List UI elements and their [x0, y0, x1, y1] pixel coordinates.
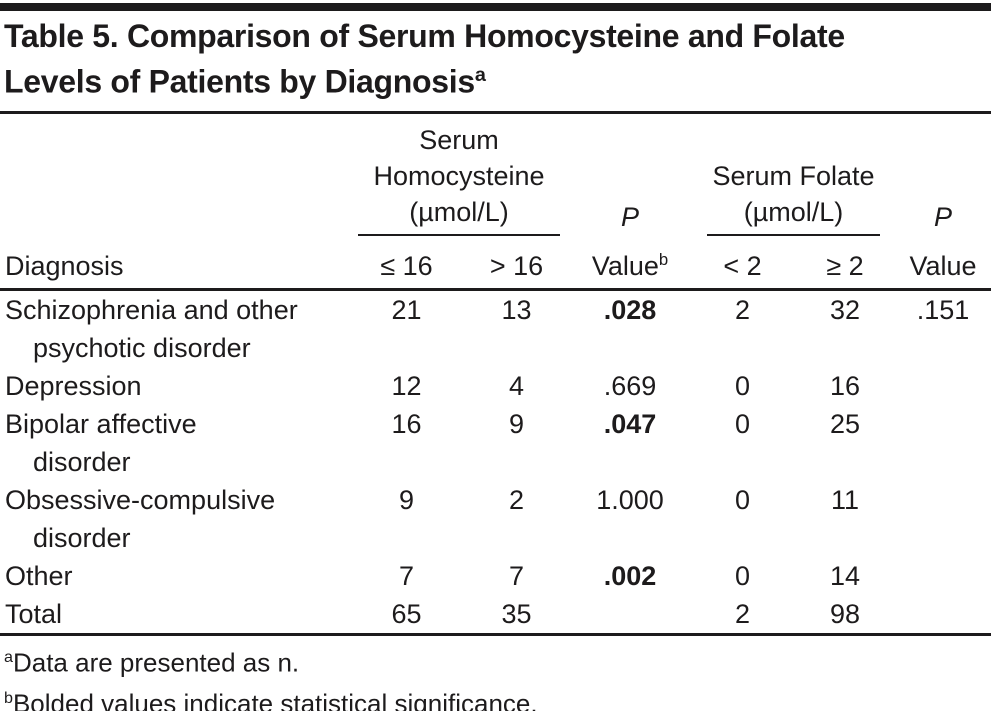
cell-folate-lt2: 2 — [734, 294, 751, 325]
cell-folate-lt2: 0 — [734, 408, 751, 439]
table-title: Table 5. Comparison of Serum Homocystein… — [0, 11, 991, 111]
table-row-total: Total 65 35 2 98 — [0, 595, 991, 633]
p-value-footnote-marker: b — [658, 249, 669, 269]
cell-diagnosis: Obsessive-compulsive disorder — [5, 484, 276, 553]
footnote-rule — [0, 632, 991, 636]
table-row: Bipolar affective disorder 16 9 .047 0 2… — [0, 405, 991, 481]
cell-homocysteine-le16: 12 — [391, 370, 422, 401]
comparison-table: Diagnosis Serum Homocysteine (µmol/L) P … — [0, 114, 991, 288]
column-header-p-symbol-folate: P — [934, 201, 953, 232]
title-rule — [0, 110, 991, 114]
column-header-p-value-homocysteine: Valueb — [591, 249, 669, 281]
column-header-homocysteine-le16: ≤ 16 — [380, 250, 433, 281]
cell-folate-lt2: 2 — [734, 598, 751, 629]
cell-homocysteine-le16: 16 — [391, 408, 422, 439]
column-group-serum-homocysteine: Serum Homocysteine (µmol/L) — [350, 114, 570, 236]
cell-folate-ge2: 11 — [830, 484, 860, 515]
cell-p-value-folate — [895, 367, 991, 405]
cell-folate-ge2: 98 — [829, 598, 861, 629]
cell-p-value-homocysteine — [570, 595, 690, 633]
cell-p-value-homocysteine: .047 — [603, 408, 657, 439]
column-group-serum-folate: Serum Folate (µmol/L) — [690, 114, 895, 236]
cell-homocysteine-gt16: 35 — [501, 598, 532, 629]
cell-p-value-folate — [895, 405, 991, 481]
table-row: Other 7 7 .002 0 14 — [0, 557, 991, 595]
cell-homocysteine-le16: 9 — [398, 484, 415, 515]
cell-diagnosis: Total — [5, 598, 63, 629]
cell-homocysteine-gt16: 9 — [508, 408, 525, 439]
table-footnotes: aData are presented as n. bBolded values… — [0, 636, 991, 711]
cell-homocysteine-le16: 21 — [391, 294, 422, 325]
column-header-folate-ge2: ≥ 2 — [826, 250, 864, 281]
table-row: Schizophrenia and other psychotic disord… — [0, 291, 991, 367]
cell-folate-ge2: 25 — [829, 408, 861, 439]
cell-p-value-homocysteine: .028 — [603, 294, 657, 325]
table-title-line2: Levels of Patients by Diagnosisa — [4, 63, 486, 100]
cell-folate-ge2: 14 — [829, 560, 861, 591]
cell-p-value-folate — [895, 595, 991, 633]
cell-homocysteine-gt16: 13 — [501, 294, 532, 325]
column-header-homocysteine-gt16: > 16 — [489, 250, 544, 281]
table-header: Diagnosis Serum Homocysteine (µmol/L) P … — [0, 114, 991, 288]
footnote-a-marker: a — [4, 647, 13, 666]
cell-homocysteine-le16: 65 — [391, 598, 422, 629]
top-rule-bar — [0, 3, 991, 11]
serum-homocysteine-spanner: Serum Homocysteine (µmol/L) — [358, 122, 561, 236]
cell-diagnosis: Other — [5, 560, 73, 591]
footnote-b: bBolded values indicate statistical sign… — [4, 688, 538, 711]
footnote-b-marker: b — [4, 689, 13, 708]
title-footnote-marker: a — [474, 64, 486, 86]
table-title-line1: Table 5. Comparison of Serum Homocystein… — [4, 18, 845, 54]
cell-folate-ge2: 32 — [829, 294, 861, 325]
cell-p-value-homocysteine: 1.000 — [596, 484, 664, 515]
column-header-diagnosis: Diagnosis — [5, 250, 124, 281]
cell-p-value-homocysteine: .002 — [603, 560, 657, 591]
table-row: Depression 12 4 .669 0 16 — [0, 367, 991, 405]
header-rule — [0, 287, 991, 291]
cell-folate-lt2: 0 — [734, 484, 751, 515]
column-header-folate-lt2: < 2 — [723, 250, 762, 281]
cell-folate-lt2: 0 — [734, 370, 751, 401]
cell-p-value-homocysteine: .669 — [603, 370, 657, 401]
cell-p-value-folate: .151 — [916, 294, 970, 325]
column-header-p-symbol-homocysteine: P — [621, 201, 640, 232]
cell-diagnosis: Schizophrenia and other psychotic disord… — [5, 294, 298, 363]
cell-diagnosis: Depression — [5, 370, 142, 401]
cell-homocysteine-le16: 7 — [398, 560, 415, 591]
cell-folate-ge2: 16 — [829, 370, 861, 401]
table-row: Obsessive-compulsive disorder 9 2 1.000 … — [0, 481, 991, 557]
serum-folate-spanner: Serum Folate (µmol/L) — [707, 158, 881, 236]
cell-p-value-folate — [895, 557, 991, 595]
cell-homocysteine-gt16: 4 — [508, 370, 525, 401]
comparison-table-body: Schizophrenia and other psychotic disord… — [0, 291, 991, 633]
footnote-a: aData are presented as n. — [4, 647, 300, 678]
cell-homocysteine-gt16: 7 — [508, 560, 525, 591]
cell-homocysteine-gt16: 2 — [508, 484, 525, 515]
cell-p-value-folate — [895, 481, 991, 557]
cell-diagnosis: Bipolar affective disorder — [5, 408, 197, 477]
cell-folate-lt2: 0 — [734, 560, 751, 591]
column-header-p-value-folate: Value — [909, 250, 977, 281]
